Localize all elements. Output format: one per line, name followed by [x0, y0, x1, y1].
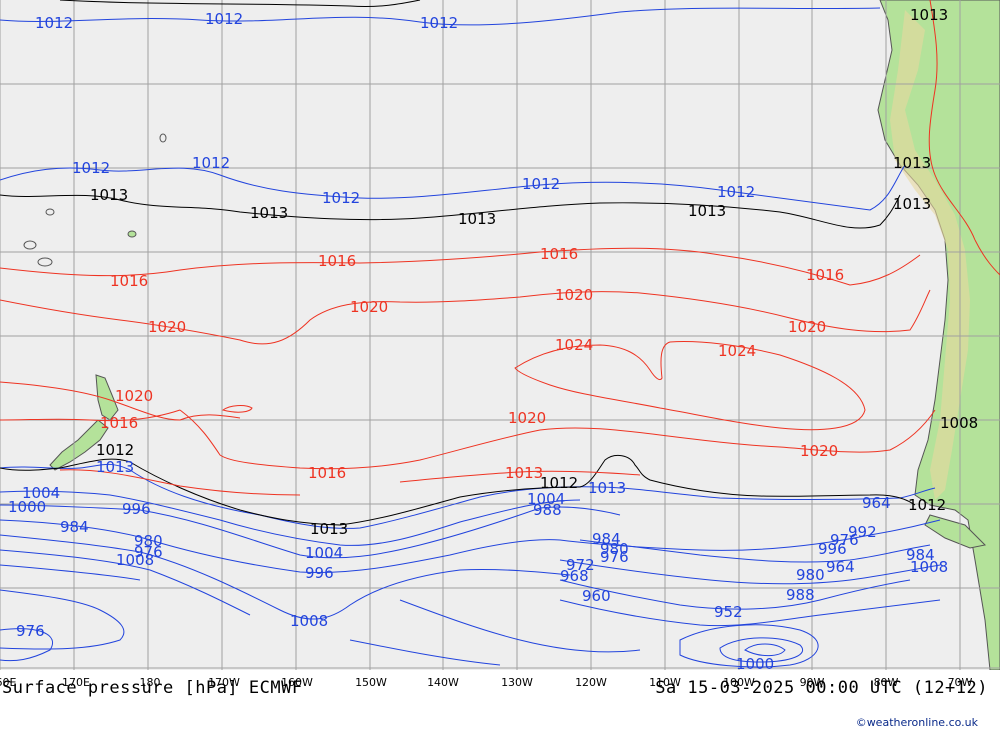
lon-label-150w: 150W	[355, 676, 387, 689]
isobar-label: 1013	[96, 458, 134, 476]
isobar-label: 1008	[910, 558, 948, 576]
credit-link[interactable]: ©weatheronline.co.uk	[855, 716, 978, 729]
isobar-labels: 1012 1012 1012 1013 1012 1012 1012 1012 …	[8, 6, 978, 670]
isobar-label: 960	[582, 587, 611, 605]
isobar-label: 1020	[508, 409, 546, 427]
isobar-label: 1016	[308, 464, 346, 482]
isobar-label: 976	[134, 543, 163, 561]
isobar-label: 1012	[96, 441, 134, 459]
isobar-label: 1008	[290, 612, 328, 630]
lon-label-80w: 80W	[873, 676, 899, 689]
isobar-label: 996	[122, 500, 151, 518]
isobar-label: 1013	[588, 479, 626, 497]
isobar-label: 1016	[806, 266, 844, 284]
isobar-label: 1012	[420, 14, 458, 32]
isobar-label: 968	[560, 567, 589, 585]
isobar-label: 1012	[192, 154, 230, 172]
isobars-high	[0, 0, 1000, 496]
lon-label-180: 180	[139, 676, 161, 689]
lon-label-160w: 160W	[281, 676, 313, 689]
isobar-label: 1008	[116, 551, 154, 569]
isobar-label: 1012	[522, 175, 560, 193]
isobar-label: 964	[862, 494, 891, 512]
isobar-label: 1013	[688, 202, 726, 220]
lon-label-120w: 120W	[575, 676, 607, 689]
isobar-label: 1024	[555, 336, 593, 354]
isobar-label: 980	[600, 540, 629, 558]
isobar-label: 1016	[318, 252, 356, 270]
isobar-label: 952	[714, 603, 743, 621]
isobar-label: 996	[305, 564, 334, 582]
isobar-label: 1016	[100, 414, 138, 432]
isobar-label: 1013	[893, 195, 931, 213]
isobar-label: 1012	[908, 496, 946, 514]
isobar-label: 1020	[800, 442, 838, 460]
lon-label-160e: 60E	[0, 676, 17, 689]
isobar-label: 1013	[250, 204, 288, 222]
isobar-label: 1012	[540, 474, 578, 492]
lon-label-130w: 130W	[501, 676, 533, 689]
isobar-label: 964	[826, 558, 855, 576]
isobar-label: 1020	[350, 298, 388, 316]
isobar-label: 1012	[205, 10, 243, 28]
isobar-label: 1012	[35, 14, 73, 32]
isobar-label: 984	[906, 546, 935, 564]
isobar-label: 988	[786, 586, 815, 604]
isobar-label: 980	[796, 566, 825, 584]
isobar-label: 976	[600, 548, 629, 566]
isobar-label: 992	[848, 523, 877, 541]
land-new-zealand	[49, 374, 119, 471]
isobar-label: 1013	[910, 6, 948, 24]
isobar-label: 976	[830, 531, 859, 549]
lon-label-90w: 90W	[799, 676, 825, 689]
isobars-low	[0, 7, 941, 668]
lon-label-140w: 140W	[427, 676, 459, 689]
isobar-label: 1013	[893, 154, 931, 172]
isobar-label: 1020	[788, 318, 826, 336]
isobar-label: 1020	[115, 387, 153, 405]
isobar-label: 1000	[736, 655, 774, 670]
lon-label-170e: 170E	[62, 676, 90, 689]
isobar-label: 996	[818, 540, 847, 558]
isobar-label: 1016	[110, 272, 148, 290]
isobar-label: 1024	[718, 342, 756, 360]
isobar-label: 1012	[72, 159, 110, 177]
lon-label-170w: 170W	[208, 676, 240, 689]
isobar-label: 1012	[322, 189, 360, 207]
isobar-label: 1013	[505, 464, 543, 482]
isobar-label: 1020	[148, 318, 186, 336]
lon-label-70w: 70W	[947, 676, 973, 689]
isobar-label: 972	[566, 556, 595, 574]
small-islands	[23, 133, 167, 267]
isobar-label: 1004	[22, 484, 60, 502]
valid-time: Sa 15-03-2025 00:00 UTC (12+12)	[655, 678, 988, 698]
isobar-label: 980	[134, 532, 163, 550]
isobar-label: 1004	[527, 490, 565, 508]
isobar-label: 1013	[310, 520, 348, 538]
isobar-label: 984	[592, 530, 621, 548]
isobar-label: 1016	[540, 245, 578, 263]
lon-label-100w: 100W	[723, 676, 755, 689]
isobar-label: 1012	[717, 183, 755, 201]
map-title: Surface pressure [hPa] ECMWF	[2, 678, 303, 698]
isobar-label: 1013	[458, 210, 496, 228]
isobars-reference	[0, 0, 916, 526]
isobar-label: 1000	[8, 498, 46, 516]
isobar-label: 1004	[305, 544, 343, 562]
isobar-label: 984	[60, 518, 89, 536]
isobar-label: 1013	[90, 186, 128, 204]
isobar-label: 988	[533, 501, 562, 519]
ocean-background	[0, 0, 1000, 670]
pressure-map: 1012 1012 1012 1013 1012 1012 1012 1012 …	[0, 0, 1000, 670]
isobar-label: 1008	[940, 414, 978, 432]
isobar-label: 1020	[555, 286, 593, 304]
lon-label-110w: 110W	[649, 676, 681, 689]
isobar-label: 976	[16, 622, 45, 640]
